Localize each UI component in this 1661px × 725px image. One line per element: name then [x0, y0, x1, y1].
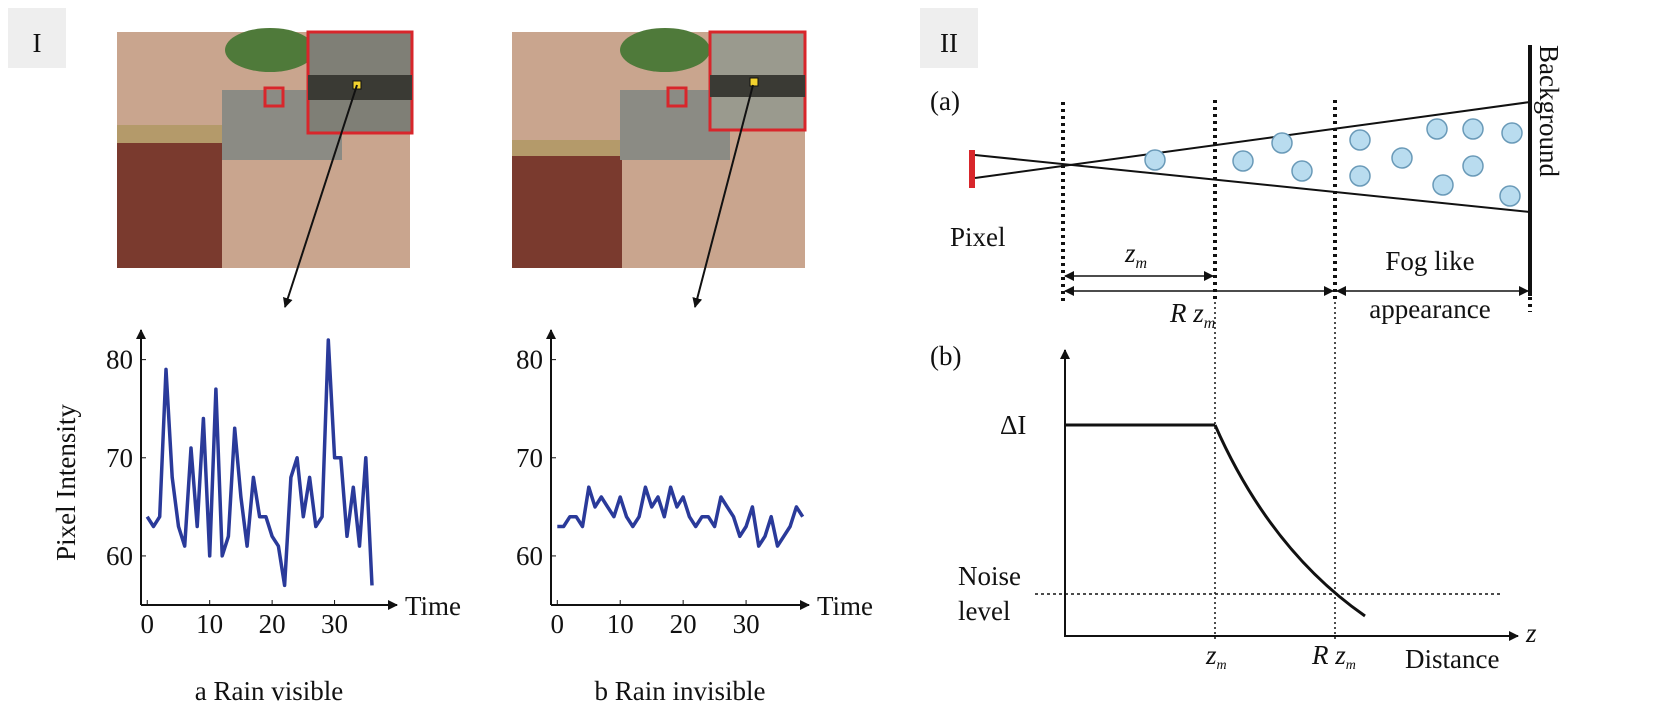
- series-line: [145, 338, 374, 588]
- panel-label-box: [920, 8, 978, 68]
- label: R zm: [1169, 298, 1215, 332]
- x-tick-label: 20: [259, 609, 286, 639]
- y-tick-label: 80: [106, 345, 133, 375]
- photo: [512, 28, 807, 268]
- droplet: [1499, 185, 1521, 207]
- arrow: [692, 84, 754, 308]
- droplet: [1144, 149, 1166, 171]
- chart-title: a Rain visible: [195, 676, 343, 706]
- diagram-b: [1035, 349, 1519, 641]
- droplet: [1291, 160, 1313, 182]
- y-tick-label: 80: [516, 345, 543, 375]
- label: ΔI: [1000, 410, 1026, 440]
- droplet: [1349, 165, 1371, 187]
- x-tick-label: 30: [321, 609, 348, 639]
- label: (b): [930, 341, 961, 371]
- label: z: [1525, 618, 1537, 648]
- droplet: [1391, 147, 1413, 169]
- label: Background: [1534, 45, 1564, 177]
- droplet: [1232, 150, 1254, 172]
- y-tick-label: 60: [106, 541, 133, 571]
- x-axis-label: Time: [817, 591, 873, 621]
- label: Pixel: [950, 222, 1006, 252]
- label: zm: [1205, 640, 1227, 673]
- x-tick-label: 20: [670, 609, 697, 639]
- x-tick-label: 0: [551, 609, 565, 639]
- x-tick-label: 30: [733, 609, 760, 639]
- y-tick-label: 70: [516, 443, 543, 473]
- droplet: [1462, 118, 1484, 140]
- panel-label: II: [940, 28, 958, 58]
- y-tick-label: 60: [516, 541, 543, 571]
- label: appearance: [1369, 294, 1490, 324]
- droplet: [1426, 118, 1448, 140]
- droplet: [1271, 132, 1293, 154]
- x-axis-label: Time: [405, 591, 461, 621]
- x-tick-label: 10: [607, 609, 634, 639]
- y-axis-label: Pixel Intensity: [51, 404, 81, 561]
- y-tick-label: 70: [106, 443, 133, 473]
- x-tick-label: 0: [140, 609, 154, 639]
- label: R zm: [1311, 640, 1356, 673]
- x-tick-label: 10: [196, 609, 223, 639]
- droplet: [1432, 174, 1454, 196]
- label: Noise: [958, 561, 1021, 591]
- label: Distance: [1405, 644, 1499, 674]
- panel-label: I: [33, 28, 42, 58]
- chart-title: b Rain invisible: [595, 676, 766, 706]
- label: level: [958, 596, 1010, 626]
- panel-label-box: [8, 8, 66, 68]
- photo: [117, 28, 414, 268]
- label: zm: [1124, 238, 1147, 272]
- label: (a): [930, 86, 960, 116]
- droplet: [1501, 122, 1523, 144]
- droplet: [1349, 129, 1371, 151]
- arrow: [283, 84, 358, 308]
- diagram-a: [969, 45, 1532, 640]
- label: Fog like: [1385, 246, 1474, 276]
- series-line: [557, 485, 805, 548]
- droplet: [1462, 155, 1484, 177]
